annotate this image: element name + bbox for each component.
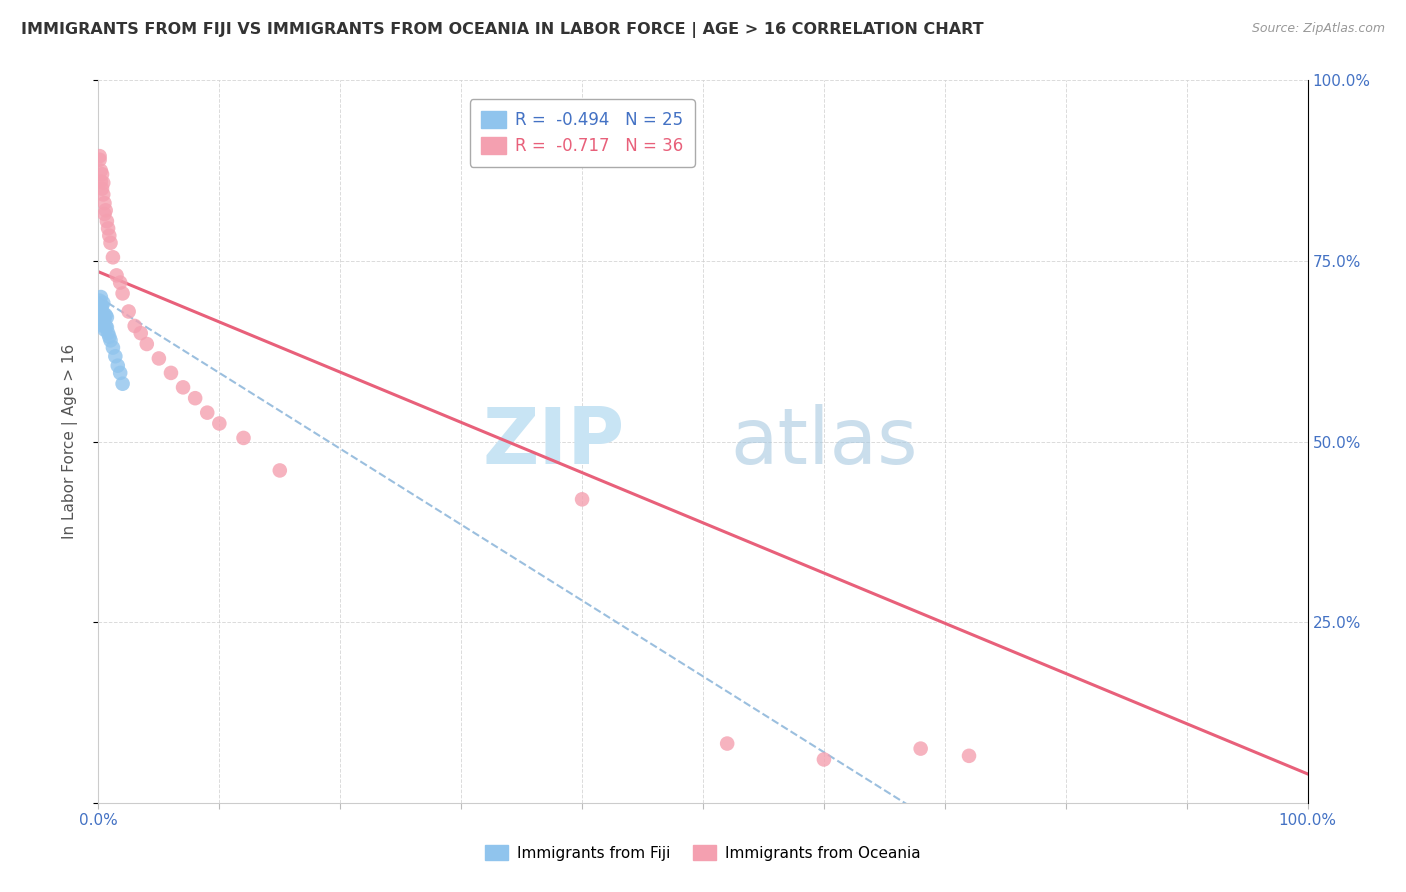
Point [89, 293, 111, 308]
Point [195, 406, 218, 420]
Point [98, 330, 121, 344]
Legend: R =  -0.494   N = 25, R =  -0.717   N = 36: R = -0.494 N = 25, R = -0.717 N = 36 [470, 99, 695, 167]
Point [90, 163, 112, 178]
Text: ZIP: ZIP [482, 403, 624, 480]
Point [94, 308, 117, 322]
Point [97, 221, 120, 235]
Point [105, 268, 128, 283]
Point [91, 308, 114, 322]
Point [184, 391, 207, 405]
Point [94, 318, 117, 333]
Text: IMMIGRANTS FROM FIJI VS IMMIGRANTS FROM OCEANIA IN LABOR FORCE | AGE > 16 CORREL: IMMIGRANTS FROM FIJI VS IMMIGRANTS FROM … [21, 22, 984, 38]
Legend: Immigrants from Fiji, Immigrants from Oceania: Immigrants from Fiji, Immigrants from Oc… [477, 837, 929, 868]
Point [93, 196, 115, 211]
Point [91, 315, 114, 329]
Point [97, 326, 120, 340]
Point [108, 276, 131, 290]
Point [90, 290, 112, 304]
Point [91, 167, 114, 181]
Text: Source: ZipAtlas.com: Source: ZipAtlas.com [1251, 22, 1385, 36]
Point [96, 310, 118, 325]
Point [232, 431, 254, 445]
Point [91, 187, 114, 202]
Point [910, 741, 932, 756]
Point [111, 376, 134, 391]
Point [104, 349, 127, 363]
Point [93, 322, 115, 336]
Point [91, 176, 114, 190]
Point [269, 463, 291, 477]
Point [957, 748, 980, 763]
Point [160, 366, 183, 380]
Point [96, 320, 118, 334]
Point [91, 182, 114, 196]
Point [124, 318, 146, 333]
Point [111, 286, 134, 301]
Point [91, 299, 114, 313]
Point [148, 351, 170, 366]
Point [107, 359, 129, 373]
Point [91, 306, 114, 320]
Point [89, 153, 111, 167]
Point [90, 304, 112, 318]
Point [129, 326, 152, 340]
Point [208, 417, 231, 431]
Point [101, 250, 124, 264]
Text: atlas: atlas [730, 403, 918, 480]
Point [91, 318, 114, 333]
Y-axis label: In Labor Force | Age > 16: In Labor Force | Age > 16 [62, 344, 77, 539]
Point [100, 334, 122, 348]
Point [89, 301, 111, 315]
Point [101, 341, 124, 355]
Point [108, 366, 131, 380]
Point [100, 235, 122, 250]
Point [93, 207, 115, 221]
Point [98, 228, 121, 243]
Point [90, 297, 112, 311]
Point [571, 492, 593, 507]
Point [716, 737, 738, 751]
Point [90, 174, 112, 188]
Point [94, 203, 117, 218]
Point [96, 214, 118, 228]
Point [91, 295, 114, 310]
Point [93, 311, 115, 326]
Point [89, 149, 111, 163]
Point [135, 337, 157, 351]
Point [118, 304, 141, 318]
Point [172, 380, 194, 394]
Point [813, 752, 835, 766]
